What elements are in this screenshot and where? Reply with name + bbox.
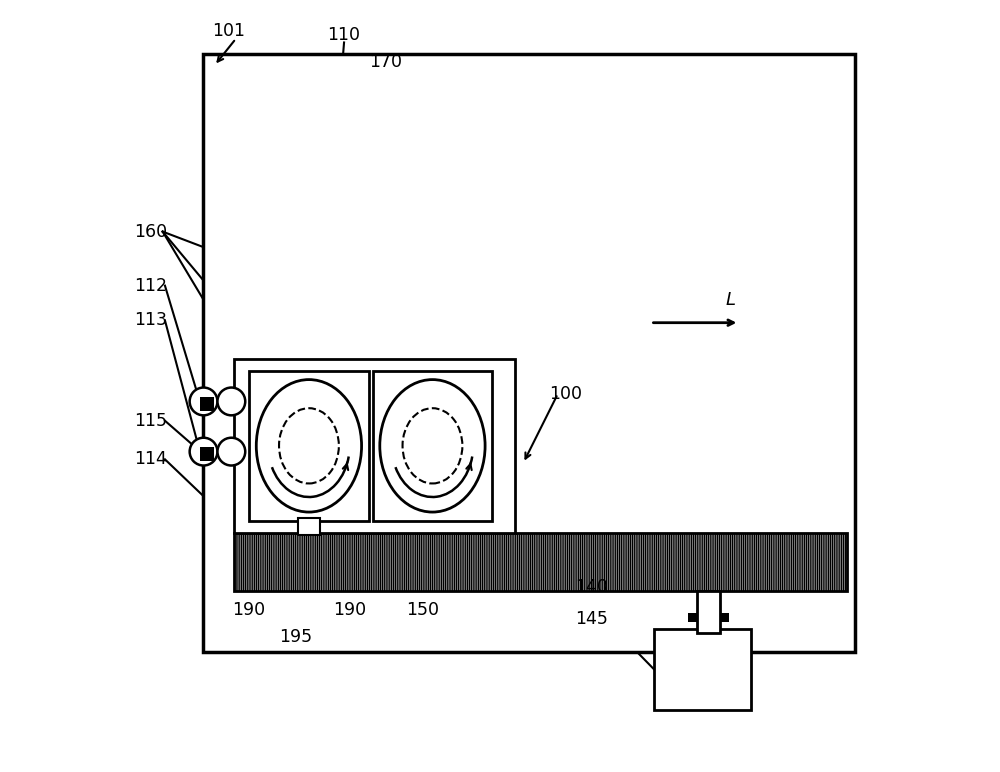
Text: 112: 112 (135, 276, 168, 295)
Circle shape (217, 388, 245, 415)
Bar (373, 371, 492, 521)
Text: 170: 170 (369, 52, 402, 71)
Text: 114: 114 (135, 450, 167, 469)
Bar (654, 629, 751, 710)
Ellipse shape (256, 380, 362, 512)
Circle shape (217, 438, 245, 466)
Bar (688, 613, 697, 622)
Bar (234, 359, 515, 533)
Bar (298, 518, 320, 535)
Bar (249, 371, 369, 521)
Text: 101: 101 (212, 22, 245, 40)
Text: 100: 100 (549, 384, 582, 403)
Bar (203, 54, 855, 652)
Text: L: L (725, 291, 735, 309)
Text: 115: 115 (135, 411, 168, 430)
Text: 150: 150 (406, 601, 439, 619)
Bar (697, 591, 720, 633)
Text: 190: 190 (333, 601, 366, 619)
Text: 110: 110 (328, 25, 361, 44)
Ellipse shape (380, 380, 485, 512)
Text: 145: 145 (575, 610, 608, 628)
Text: 140: 140 (575, 577, 608, 596)
Bar (200, 447, 214, 461)
Circle shape (190, 388, 217, 415)
Circle shape (190, 438, 217, 466)
Text: 190: 190 (233, 601, 266, 619)
Text: 195: 195 (279, 628, 312, 646)
Bar (720, 613, 729, 622)
Bar (234, 533, 847, 591)
Text: 113: 113 (135, 311, 168, 330)
Bar (200, 397, 214, 411)
Text: 160: 160 (134, 222, 168, 241)
